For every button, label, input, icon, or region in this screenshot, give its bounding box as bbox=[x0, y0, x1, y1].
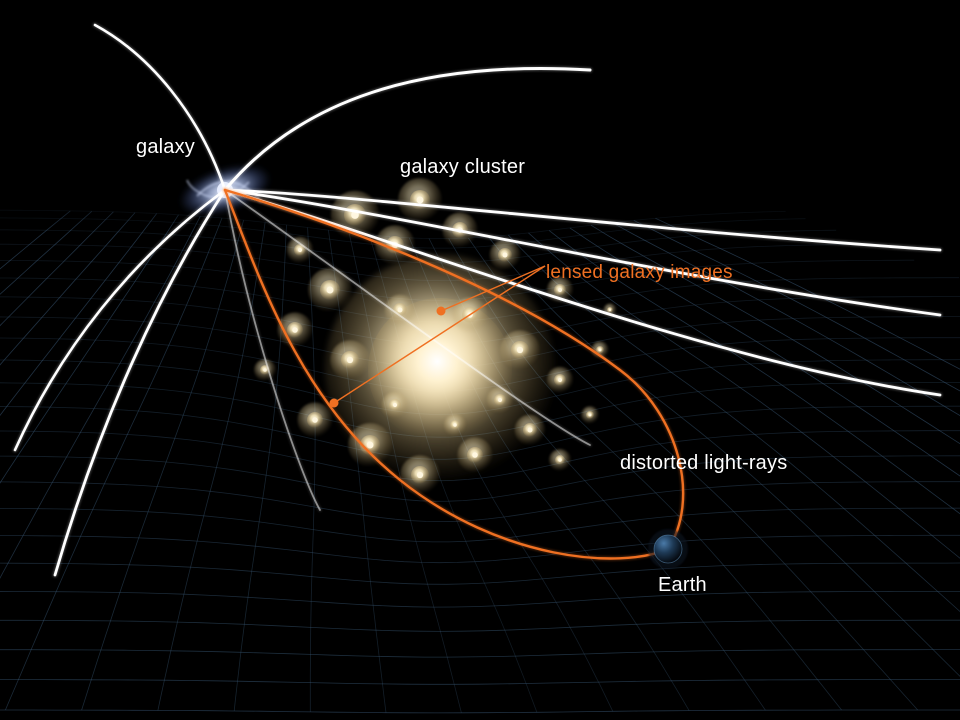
label-distorted: distorted light-rays bbox=[620, 452, 787, 475]
gravitational-lensing-diagram: { "canvas": { "width": 960, "height": 72… bbox=[0, 0, 960, 720]
label-cluster: galaxy cluster bbox=[400, 156, 525, 179]
label-lensed: lensed galaxy images bbox=[546, 262, 733, 284]
label-earth: Earth bbox=[658, 574, 707, 597]
label-galaxy: galaxy bbox=[136, 136, 195, 159]
scene-svg bbox=[0, 0, 960, 720]
earth bbox=[648, 529, 688, 569]
